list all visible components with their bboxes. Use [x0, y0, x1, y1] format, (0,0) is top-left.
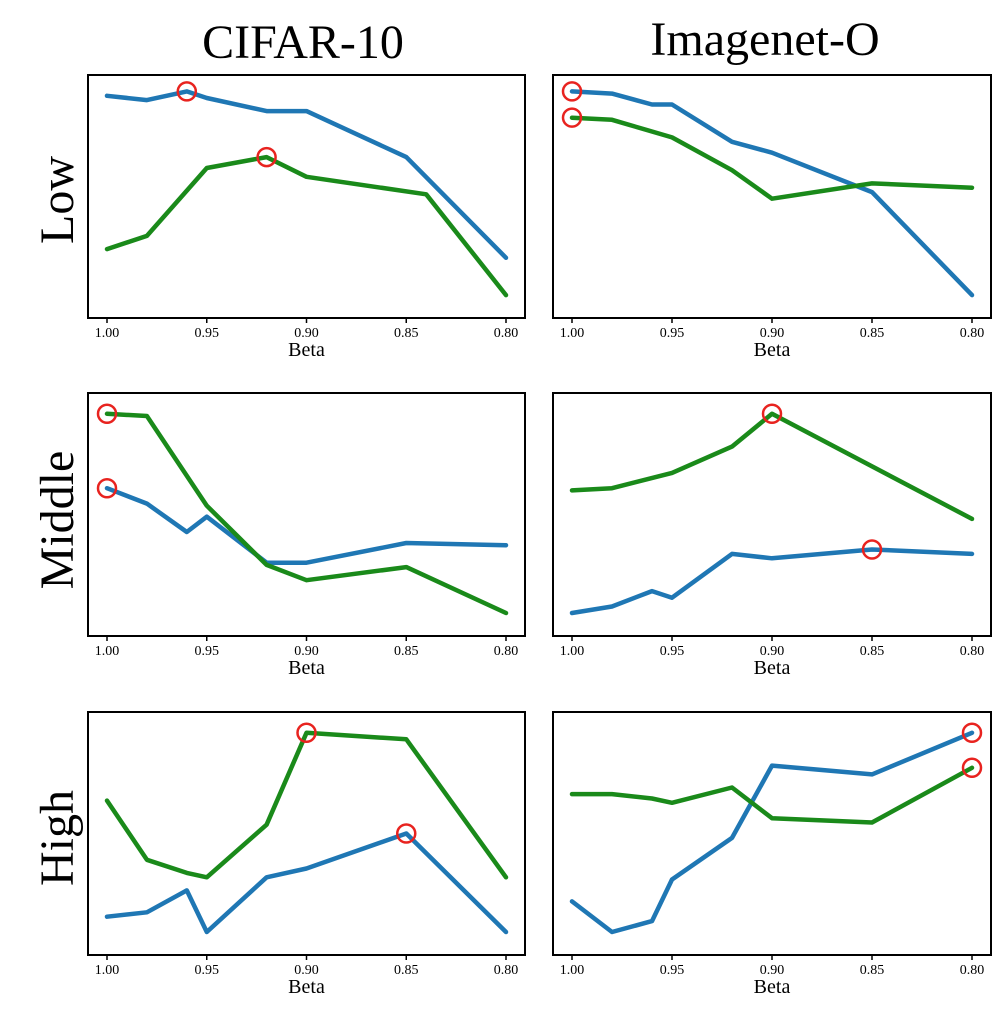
x-tick-label: 0.95: [660, 326, 685, 341]
x-tick-label: 0.90: [760, 963, 785, 978]
plot-frame: [552, 392, 992, 637]
series-line-blue: [569, 730, 975, 935]
column-title-imagenet-o: Imagenet-O: [650, 13, 879, 66]
x-tick-label: 0.80: [960, 644, 985, 659]
x-tick-label: 0.80: [494, 644, 519, 659]
x-tick-label: 0.95: [195, 644, 220, 659]
x-tick-label: 0.95: [195, 963, 220, 978]
panel-imageneto-low: 1.00 0.95 0.90 0.85 0.80 Beta: [552, 74, 992, 361]
plot-frame: [87, 711, 526, 956]
x-tick-label: 0.90: [294, 326, 319, 341]
panel-imageneto-middle: 1.00 0.95 0.90 0.85 0.80 Beta: [552, 392, 992, 679]
series-line-green: [104, 411, 509, 616]
x-tick-label: 1.00: [95, 963, 120, 978]
x-axis-label: Beta: [754, 339, 791, 361]
x-axis-label: Beta: [754, 976, 791, 998]
best-marker-green: [761, 403, 783, 425]
series-line-blue: [569, 547, 975, 616]
x-tick-label: 0.95: [660, 963, 685, 978]
row-label-high: High: [31, 790, 84, 886]
x-tick-label: 0.85: [860, 963, 885, 978]
row-label-low: Low: [31, 156, 84, 244]
x-tick-label: 0.90: [760, 326, 785, 341]
row-label-middle: Middle: [31, 451, 84, 590]
column-title-cifar10: CIFAR-10: [202, 16, 404, 69]
x-tick-label: 0.90: [760, 644, 785, 659]
best-marker-blue: [861, 539, 883, 560]
series-line-green: [569, 411, 975, 522]
series-line-blue: [104, 485, 509, 565]
panel-cifar10-middle: 1.00 0.95 0.90 0.85 0.80 Beta: [87, 392, 526, 679]
x-tick-label: 0.80: [960, 963, 985, 978]
panel-imageneto-high: 1.00 0.95 0.90 0.85 0.80 Beta: [552, 711, 992, 998]
x-tick-label: 1.00: [560, 644, 585, 659]
x-axis-label: Beta: [288, 339, 325, 361]
x-tick-label: 1.00: [560, 963, 585, 978]
x-tick-label: 1.00: [95, 326, 120, 341]
best-marker-green: [961, 757, 983, 779]
best-marker-blue: [396, 823, 417, 844]
x-tick-label: 0.85: [394, 326, 419, 341]
series-line-green: [569, 765, 975, 825]
x-tick-label: 0.80: [494, 963, 519, 978]
x-tick-label: 1.00: [560, 326, 585, 341]
x-tick-label: 0.95: [660, 644, 685, 659]
x-tick-label: 0.90: [294, 644, 319, 659]
x-axis-label: Beta: [288, 657, 325, 679]
series-line-blue: [104, 831, 509, 935]
x-tick-label: 0.90: [294, 963, 319, 978]
x-axis-label: Beta: [288, 976, 325, 998]
best-marker-green: [256, 146, 277, 168]
best-marker-green: [96, 403, 118, 425]
x-tick-label: 0.85: [860, 644, 885, 659]
best-marker-green: [561, 107, 583, 128]
panel-cifar10-low: 1.00 0.95 0.90 0.85 0.80 Beta: [87, 74, 526, 361]
x-tick-label: 0.80: [494, 326, 519, 341]
plot-frame: [552, 711, 992, 956]
x-tick-label: 0.85: [394, 644, 419, 659]
x-tick-label: 0.95: [195, 326, 220, 341]
best-marker-blue: [96, 477, 118, 499]
series-line-blue: [569, 89, 975, 298]
best-marker-green: [296, 722, 317, 744]
series-line-green: [569, 115, 975, 201]
series-line-blue: [104, 89, 509, 261]
series-line-green: [104, 154, 509, 298]
x-axis-label: Beta: [754, 657, 791, 679]
best-marker-blue: [176, 81, 198, 102]
x-tick-label: 0.85: [394, 963, 419, 978]
x-tick-label: 0.80: [960, 326, 985, 341]
x-tick-label: 1.00: [95, 644, 120, 659]
best-marker-blue: [961, 722, 983, 744]
x-tick-label: 0.85: [860, 326, 885, 341]
best-marker-blue: [561, 81, 583, 102]
series-line-green: [104, 730, 509, 880]
panel-cifar10-high: 1.00 0.95 0.90 0.85 0.80 Beta: [87, 711, 526, 998]
